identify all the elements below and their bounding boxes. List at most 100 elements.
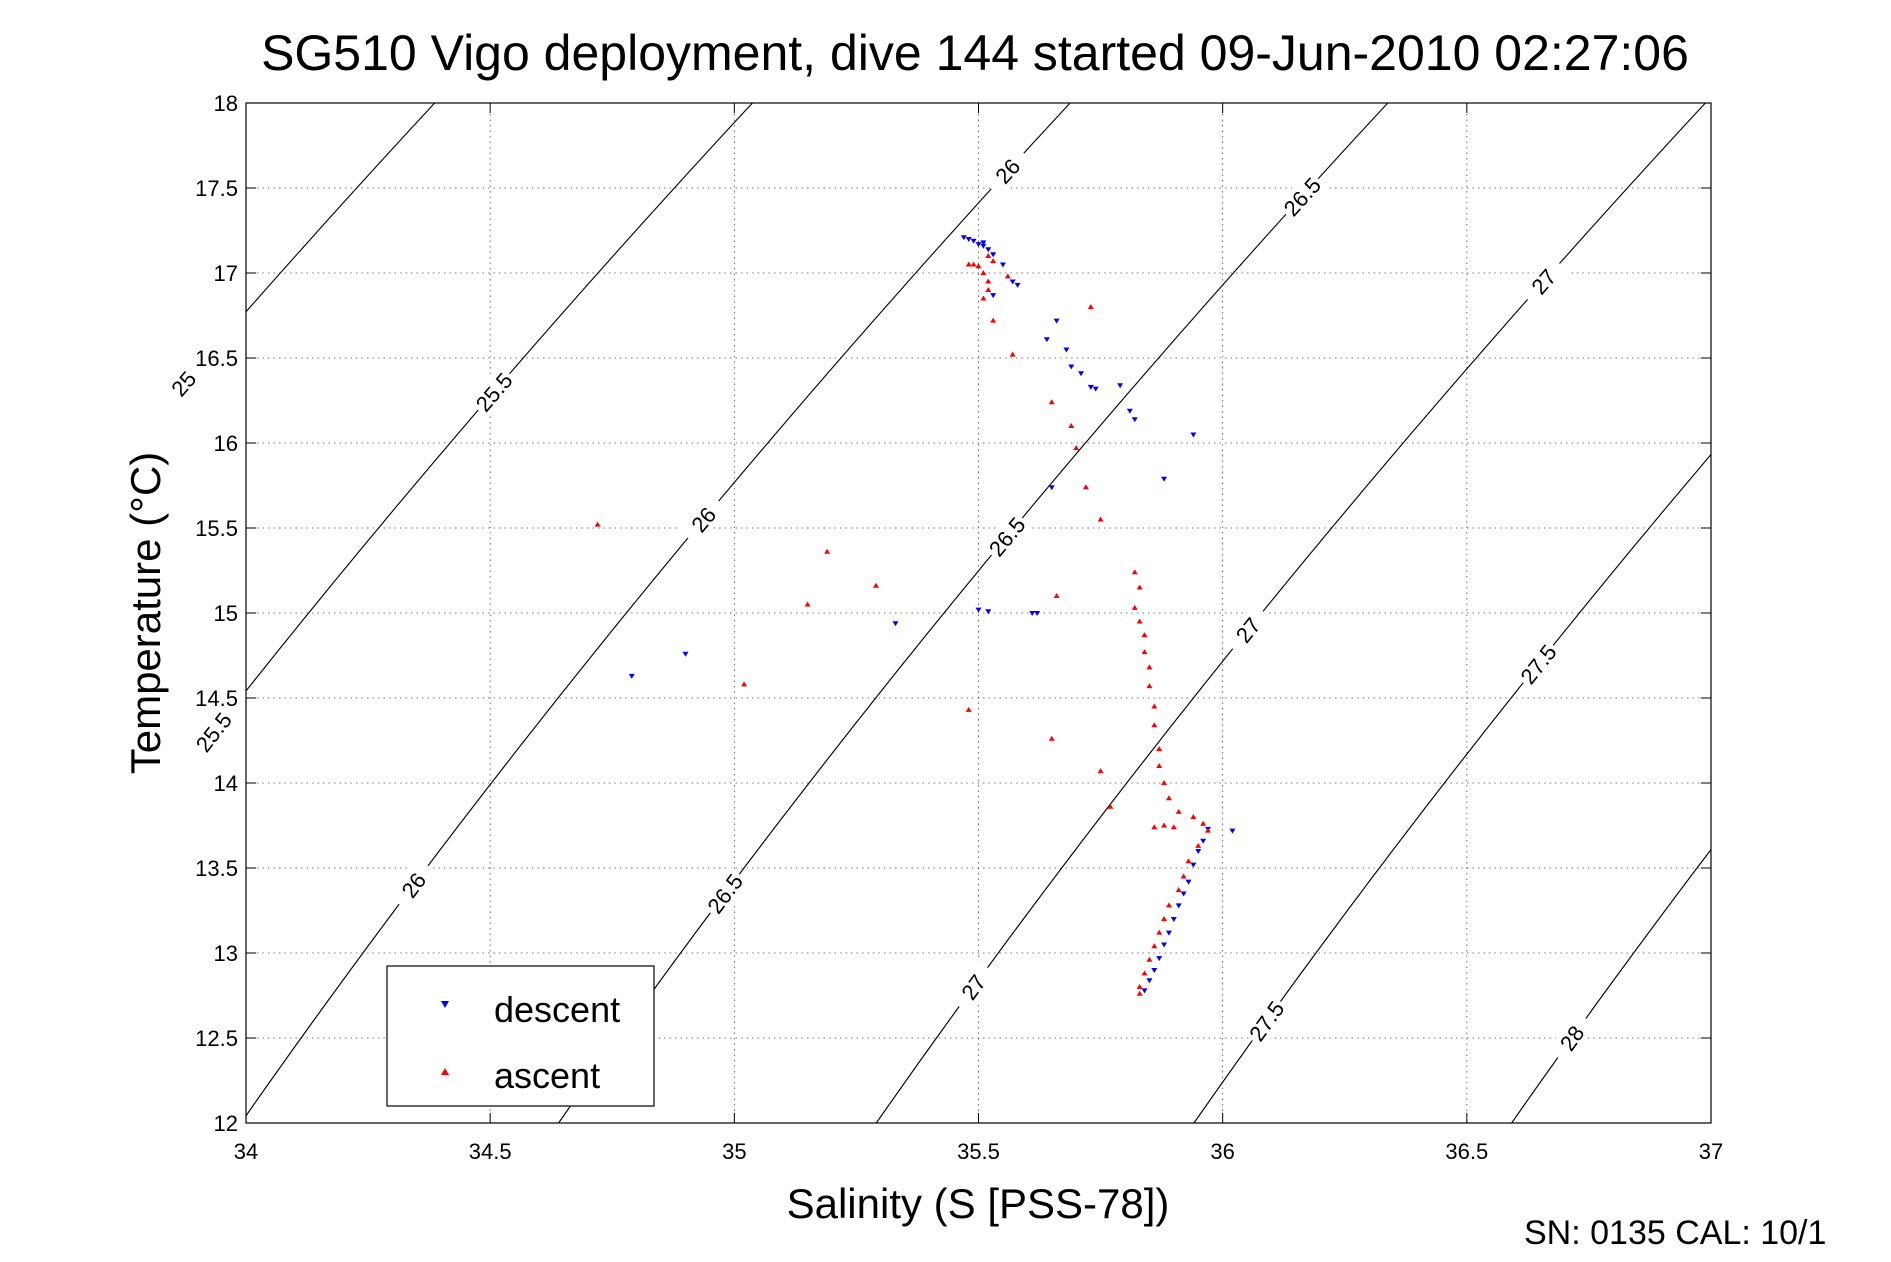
descent-point bbox=[1229, 828, 1236, 834]
descent-point bbox=[1180, 891, 1187, 897]
y-tick-label: 12.5 bbox=[195, 1026, 238, 1051]
contour-label-group: 27 bbox=[1222, 603, 1274, 657]
ascent-point bbox=[990, 317, 997, 323]
ascent-point bbox=[1161, 780, 1168, 785]
ascent-point bbox=[872, 582, 879, 588]
descent-point bbox=[1048, 485, 1055, 491]
x-tick-label: 35 bbox=[722, 1139, 746, 1164]
contour-label-bg bbox=[388, 858, 439, 912]
y-tick-label: 13.5 bbox=[195, 856, 238, 881]
ascent-point bbox=[1048, 399, 1055, 405]
legend-box bbox=[386, 965, 655, 1107]
ascent-point bbox=[980, 270, 987, 275]
descent-point bbox=[985, 247, 992, 253]
contour-label-bg bbox=[948, 959, 998, 1015]
y-tick-label: 13 bbox=[214, 941, 238, 966]
ascent-point bbox=[1175, 808, 1182, 814]
descent-point bbox=[975, 607, 982, 613]
grid bbox=[246, 103, 1711, 1123]
y-tick-label: 16 bbox=[214, 431, 238, 456]
y-tick-label: 18 bbox=[214, 91, 238, 116]
ascent-point bbox=[1136, 990, 1143, 996]
y-tick-label: 14 bbox=[214, 771, 238, 796]
ascent-point bbox=[594, 521, 601, 527]
contour-lines bbox=[246, 103, 1711, 1123]
ascent-point bbox=[1068, 423, 1075, 428]
y-axis-label: Temperature (°C) bbox=[122, 452, 169, 775]
x-tick-label: 37 bbox=[1699, 1139, 1723, 1164]
y-tick-label: 12 bbox=[214, 1111, 238, 1136]
ascent-point bbox=[965, 261, 972, 267]
descent-point bbox=[990, 293, 997, 299]
ascent-point bbox=[1131, 569, 1138, 575]
contour-label-group: 26 bbox=[677, 492, 729, 547]
contour-label-bg bbox=[468, 365, 520, 419]
ascent-point bbox=[1200, 820, 1207, 826]
descent-point bbox=[999, 262, 1006, 268]
x-axis-label: Salinity (S [PSS-78]) bbox=[787, 1180, 1170, 1227]
y-tick-label: 15 bbox=[214, 601, 238, 626]
contour-label-group: 25.5 bbox=[468, 365, 520, 419]
descent-point bbox=[1156, 956, 1163, 962]
descent-point bbox=[970, 238, 977, 244]
descent-point bbox=[1014, 282, 1021, 288]
legend-ascent-marker bbox=[441, 1068, 449, 1075]
descent-point bbox=[1078, 371, 1085, 377]
sigma-contour-line bbox=[875, 103, 1707, 1123]
sigma-contour-line bbox=[246, 103, 1071, 1117]
ascent-point bbox=[1004, 273, 1011, 279]
ascent-point bbox=[1151, 824, 1158, 830]
sigma-contour-line bbox=[246, 103, 754, 692]
descent-point bbox=[1131, 417, 1138, 423]
ascent-point bbox=[1190, 814, 1197, 819]
x-tick-label: 34.5 bbox=[469, 1139, 512, 1164]
contour-label-group: 26 bbox=[981, 144, 1034, 198]
contour-label-bg bbox=[981, 509, 1033, 564]
axis-ticks: 34 34.5 35 35.5 36 36.5 37 12 12.5 13 13.5 14 14.5 15… bbox=[195, 91, 1723, 1164]
x-tick-label: 36 bbox=[1210, 1139, 1234, 1164]
descent-point bbox=[1175, 903, 1182, 909]
descent-point bbox=[1092, 386, 1099, 392]
legend: descent ascent bbox=[386, 965, 655, 1107]
descent-point bbox=[985, 609, 992, 615]
descent-point bbox=[1200, 838, 1207, 844]
legend-descent-marker bbox=[441, 1001, 449, 1008]
data-points bbox=[594, 235, 1236, 996]
contour-label-bg bbox=[1517, 254, 1570, 309]
contour-label-bg bbox=[1222, 603, 1274, 657]
ascent-point bbox=[1146, 956, 1153, 962]
ascent-point bbox=[1185, 858, 1192, 864]
ascent-point bbox=[1165, 902, 1172, 908]
x-tick-label: 34 bbox=[234, 1139, 258, 1164]
ascent-point bbox=[980, 295, 987, 301]
descent-point bbox=[1170, 917, 1177, 922]
contour-label-group: 26.5 bbox=[1276, 169, 1328, 224]
y-tick-label: 14.5 bbox=[195, 686, 238, 711]
ascent-point bbox=[1161, 916, 1168, 921]
chart-title: SG510 Vigo deployment, dive 144 started … bbox=[261, 25, 1689, 81]
descent-point bbox=[1009, 279, 1016, 285]
contour-label-group: 27.5 bbox=[1513, 637, 1564, 691]
contour-label-bg bbox=[157, 356, 209, 411]
ascent-point bbox=[985, 253, 992, 258]
contour-label-group: 25.5 bbox=[188, 705, 239, 759]
legend-descent-label: descent bbox=[494, 989, 620, 1030]
ascent-point bbox=[990, 258, 997, 264]
contour-label-bg bbox=[1241, 993, 1292, 1049]
descent-point bbox=[960, 235, 967, 241]
descent-point bbox=[1151, 968, 1158, 973]
contour-label-bg bbox=[188, 705, 239, 759]
contour-label-group: 27 bbox=[1517, 254, 1570, 309]
contour-label-group: 26.5 bbox=[699, 866, 750, 921]
contour-label-group: 27.5 bbox=[1241, 993, 1292, 1049]
ascent-point bbox=[1097, 768, 1104, 774]
descent-point bbox=[980, 240, 987, 246]
descent-point bbox=[892, 621, 899, 627]
ascent-point bbox=[1136, 618, 1143, 624]
ascent-point bbox=[1107, 803, 1114, 809]
ascent-point bbox=[1156, 929, 1163, 935]
ascent-point bbox=[804, 601, 811, 607]
contour-label-bg bbox=[981, 144, 1034, 198]
descent-point bbox=[1034, 611, 1041, 616]
